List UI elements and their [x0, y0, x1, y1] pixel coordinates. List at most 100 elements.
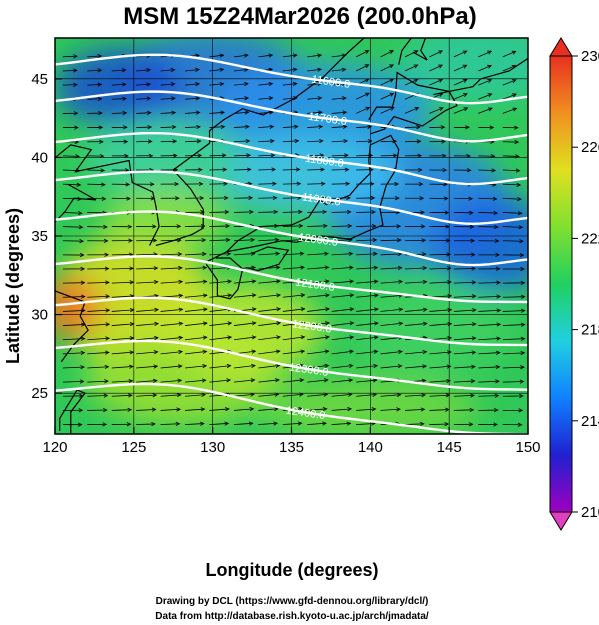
wind-arrow — [185, 195, 205, 201]
wind-arrow — [307, 153, 325, 158]
wind-arrow — [258, 195, 278, 200]
wind-arrow — [478, 408, 499, 413]
wind-arrow — [185, 321, 208, 326]
wind-arrow — [429, 407, 450, 412]
wind-arrow — [453, 64, 468, 72]
wind-arrow — [404, 279, 428, 285]
wind-arrow — [282, 251, 305, 256]
wind-arrow — [404, 265, 428, 271]
wind-arrow — [136, 139, 153, 144]
colorbar-tick-label: 210 — [581, 504, 599, 521]
wind-arrow — [62, 154, 80, 159]
wind-arrow — [258, 279, 281, 284]
wind-arrow — [380, 78, 395, 86]
wind-arrow — [62, 225, 84, 230]
wind-arrow — [282, 124, 299, 129]
wind-arrow — [478, 79, 493, 86]
wind-arrow — [209, 293, 233, 298]
wind-arrow — [209, 195, 229, 201]
wind-arrow — [429, 182, 448, 187]
wind-arrow — [62, 365, 85, 370]
wind-arrow — [356, 392, 378, 397]
wind-arrow — [185, 224, 206, 229]
wind-arrow — [160, 238, 182, 243]
wind-arrow — [356, 407, 377, 412]
wind-arrow — [233, 378, 256, 383]
wind-arrow — [307, 138, 324, 144]
wind-arrow — [356, 209, 377, 215]
wind-arrow — [453, 210, 474, 215]
wind-arrow — [111, 153, 129, 159]
wind-arrow — [209, 181, 228, 186]
wind-arrow — [453, 196, 474, 201]
colorbar-bottom-triangle — [549, 511, 573, 531]
wind-arrow — [404, 349, 428, 355]
wind-arrow — [62, 422, 83, 427]
wind-arrow — [307, 167, 325, 172]
wind-arrow — [87, 364, 110, 370]
wind-arrow — [160, 321, 184, 326]
wind-arrow — [404, 78, 419, 86]
wind-arrow — [136, 110, 152, 115]
wind-arrow — [136, 96, 152, 101]
wind-arrow — [404, 64, 419, 72]
wind-arrow — [160, 82, 176, 87]
wind-arrow — [62, 125, 79, 130]
wind-arrow — [502, 107, 518, 114]
wind-arrow — [331, 421, 352, 426]
wind-arrow — [233, 124, 250, 129]
wind-arrow — [87, 153, 105, 159]
x-axis: 120 125 130 135 140 145 150 — [42, 427, 541, 456]
wind-arrow — [307, 406, 328, 412]
wind-arrow — [356, 321, 379, 326]
wind-arrow — [307, 293, 330, 298]
wind-arrow — [478, 224, 499, 230]
wind-arrow — [233, 293, 257, 298]
wind-arrow — [405, 238, 427, 243]
wind-arrow — [87, 139, 104, 144]
wind-arrow — [331, 363, 354, 369]
wind-arrow — [258, 307, 282, 312]
wind-arrow — [87, 308, 111, 313]
wind-arrow — [429, 266, 452, 271]
wind-arrow — [233, 407, 255, 412]
wind-arrow — [502, 308, 526, 313]
wind-arrow — [258, 265, 281, 270]
wind-arrow — [87, 54, 103, 59]
wind-arrow — [356, 139, 373, 144]
wind-arrow — [209, 279, 232, 284]
wind-arrow — [136, 335, 159, 341]
wind-arrow — [87, 393, 109, 398]
wind-arrow — [282, 378, 305, 383]
wind-arrow — [429, 196, 449, 201]
wind-arrow — [331, 279, 355, 284]
wind-arrow — [185, 67, 200, 72]
wind-arrow — [331, 67, 347, 72]
wind-arrow — [209, 81, 225, 87]
colorbar-tick-label: 230 — [581, 48, 599, 65]
wind-arrow — [453, 322, 477, 327]
wind-arrow — [62, 322, 86, 327]
wind-arrow — [380, 196, 400, 201]
wind-arrow — [429, 364, 452, 369]
wind-arrow — [282, 181, 302, 186]
wind-arrow — [111, 182, 131, 187]
wind-arrow — [258, 406, 279, 412]
wind-arrow — [331, 223, 353, 229]
wind-arrow — [429, 238, 451, 243]
wind-arrow — [282, 53, 298, 58]
y-axis-label: Latitude (degrees) — [3, 208, 23, 364]
contour-label: 11600.0 — [311, 74, 351, 91]
wind-arrow — [453, 422, 474, 427]
wind-arrow — [380, 50, 395, 58]
wind-arrow — [136, 125, 153, 130]
wind-arrow — [356, 195, 376, 201]
wind-arrow — [307, 181, 326, 186]
wind-arrow — [478, 252, 501, 257]
wind-arrow — [258, 81, 274, 87]
wind-arrow — [87, 322, 111, 327]
wind-arrow — [136, 266, 159, 271]
wind-arrow — [87, 422, 108, 427]
wind-arrow — [209, 67, 225, 72]
wind-arrow — [404, 364, 428, 369]
